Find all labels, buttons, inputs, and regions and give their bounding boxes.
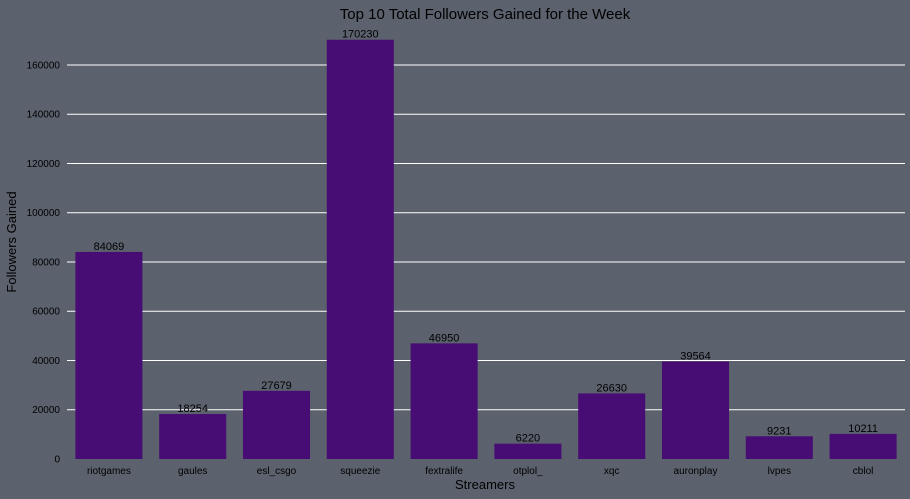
x-tick-label: squeezie [340,466,380,477]
y-tick-label: 0 [54,455,60,466]
bar-value-label: 170230 [342,29,379,41]
x-tick-label: auronplay [674,466,718,477]
x-tick-label: otplol_ [513,466,543,477]
y-tick-label: 160000 [27,60,61,71]
x-tick-label: cblol [853,466,874,477]
y-tick-label: 120000 [27,159,61,170]
x-tick-label: esl_csgo [257,466,297,477]
bar-value-label: 9231 [767,425,791,437]
bar [75,251,143,459]
y-tick-label: 60000 [32,307,60,318]
bar [494,443,562,459]
bar-value-label: 18254 [177,403,208,415]
bar-value-label: 10211 [848,423,878,435]
bar [745,436,813,459]
bar [410,343,478,459]
y-tick-label: 80000 [32,257,60,268]
bar-value-label: 6220 [516,433,540,445]
x-tick-label: riotgames [87,466,131,477]
y-tick-label: 140000 [27,110,61,121]
bar [578,393,646,459]
y-tick-label: 20000 [32,405,60,416]
bar [242,390,311,459]
y-axis-ticks: 0 20000 40000 60000 80000 100000 120000 140000 1… [27,60,61,465]
y-tick-label: 40000 [32,356,60,367]
bar [326,39,394,459]
bar-value-label: 46950 [429,332,460,344]
y-axis-label: Followers Gained [4,191,19,292]
x-tick-label: fextralife [425,466,463,477]
bar [829,433,897,459]
y-tick-label: 100000 [27,208,61,219]
x-tick-label: xqc [604,466,620,477]
x-tick-label: gaules [178,466,207,477]
bars: 84069 18254 27679 170230 46950 6220 26630 39564… [75,29,897,459]
x-axis-label: Streamers [455,477,515,492]
bar-value-label: 27679 [261,380,292,392]
bar-value-label: 26630 [596,382,627,394]
x-tick-label: lvpes [768,466,791,477]
bar [159,414,227,459]
x-axis-ticks: riotgames gaules esl_csgo squeezie fextralif… [87,466,873,477]
bar [661,361,730,459]
bar-value-label: 84069 [94,241,125,253]
gridlines [67,64,905,411]
chart-title: Top 10 Total Followers Gained for the We… [340,6,631,23]
bar-value-label: 39564 [680,351,711,363]
